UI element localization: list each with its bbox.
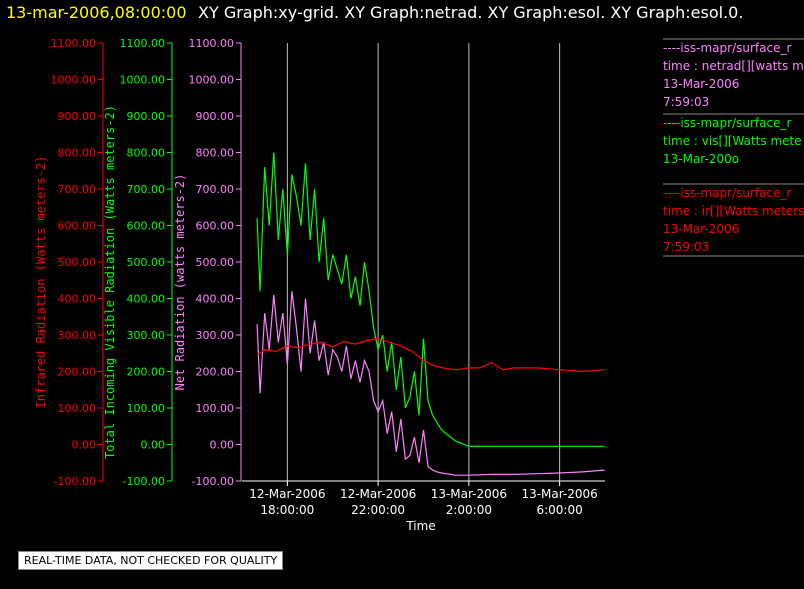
y-tick-label: 600.00 <box>58 220 97 233</box>
x-tick-date: 13-Mar-2006 <box>521 487 597 501</box>
series-line-infrared <box>256 337 605 373</box>
legend-line: time : netrad[][watts m <box>663 59 804 73</box>
x-tick-date: 12-Mar-2006 <box>249 487 325 501</box>
y-tick-label: 0.00 <box>141 439 166 452</box>
header-graph-titles: XY Graph:xy-grid. XY Graph:netrad. XY Gr… <box>198 3 744 22</box>
y-tick-label: 700.00 <box>58 183 97 196</box>
y-tick-label: 300.00 <box>196 329 235 342</box>
y-tick-label: 300.00 <box>127 329 166 342</box>
y-tick-label: 200.00 <box>127 366 166 379</box>
grid-lines <box>286 43 561 481</box>
y-tick-label: 800.00 <box>196 147 235 160</box>
legend-line: 13-Mar-2006 <box>663 77 740 91</box>
legend-line: time : ir[][Watts meters <box>663 204 804 218</box>
y-axis-label: Net Radiation (watts meters-2) <box>173 174 187 391</box>
y-axis-label: Total Incoming Visible Radiation (Watts … <box>103 105 117 459</box>
x-axis-label: Time <box>405 519 435 533</box>
y-tick-label: 0.00 <box>210 439 235 452</box>
y-tick-label: 200.00 <box>58 366 97 379</box>
y-tick-label: 1100.00 <box>189 37 235 50</box>
series-line-net <box>256 291 605 476</box>
y-tick-label: 100.00 <box>196 402 235 415</box>
y-tick-label: 500.00 <box>127 256 166 269</box>
legend-line: 7:59:03 <box>663 240 710 254</box>
legend-line: time : vis[][Watts mete <box>663 134 802 148</box>
y-tick-label: 200.00 <box>196 366 235 379</box>
legend-line: ----iss-mapr/surface_r <box>663 116 792 130</box>
y-tick-label: 100.00 <box>58 402 97 415</box>
series-line-visible <box>256 152 605 447</box>
y-tick-label: 400.00 <box>58 293 97 306</box>
y-tick-label: 600.00 <box>127 220 166 233</box>
y-tick-label: 0.00 <box>72 439 97 452</box>
y-tick-label: 300.00 <box>58 329 97 342</box>
y-tick-label: -100.00 <box>123 475 165 488</box>
legend-line: 13-Mar-2006 <box>663 222 740 236</box>
legend-line: ----iss-mapr/surface_r <box>663 186 792 200</box>
y-tick-label: 700.00 <box>127 183 166 196</box>
series-lines <box>256 152 605 476</box>
y-tick-label: 800.00 <box>58 147 97 160</box>
y-tick-label: 700.00 <box>196 183 235 196</box>
y-tick-label: 500.00 <box>196 256 235 269</box>
x-tick-time: 2:00:00 <box>446 503 492 517</box>
y-tick-label: 400.00 <box>127 293 166 306</box>
y-tick-label: 1000.00 <box>189 74 235 87</box>
y-tick-label: 900.00 <box>58 110 97 123</box>
y-tick-label: 900.00 <box>127 110 166 123</box>
y-tick-label: -100.00 <box>54 475 96 488</box>
y-tick-label: 1000.00 <box>120 74 166 87</box>
legend-line: 13-Mar-200o <box>663 152 740 166</box>
y-tick-label: -100.00 <box>192 475 234 488</box>
y-tick-label: 100.00 <box>127 402 166 415</box>
y-tick-label: 900.00 <box>196 110 235 123</box>
y-tick-label: 600.00 <box>196 220 235 233</box>
legend-line: ----iss-mapr/surface_r <box>663 41 792 55</box>
x-tick-time: 22:00:00 <box>351 503 405 517</box>
y-tick-label: 1000.00 <box>51 74 97 87</box>
y-tick-label: 1100.00 <box>51 37 97 50</box>
x-tick-date: 13-Mar-2006 <box>431 487 507 501</box>
y-axis-label: Infrared Radiation (Watts meters-2) <box>34 156 48 409</box>
y-tick-label: 500.00 <box>58 256 97 269</box>
y-tick-label: 400.00 <box>196 293 235 306</box>
header-date: 13-mar-2006,08:00:00 <box>6 3 187 22</box>
x-tick-time: 18:00:00 <box>260 503 314 517</box>
y-tick-label: 1100.00 <box>120 37 166 50</box>
axes: 12-Mar-2006 18:00:00 12-Mar-2006 22:00:00 13… <box>34 37 804 533</box>
y-tick-label: 800.00 <box>127 147 166 160</box>
legend-line: 7:59:03 <box>663 95 710 109</box>
x-tick-date: 12-Mar-2006 <box>340 487 416 501</box>
x-tick-time: 6:00:00 <box>536 503 582 517</box>
quality-notice: REAL-TIME DATA, NOT CHECKED FOR QUALITY <box>18 551 284 570</box>
